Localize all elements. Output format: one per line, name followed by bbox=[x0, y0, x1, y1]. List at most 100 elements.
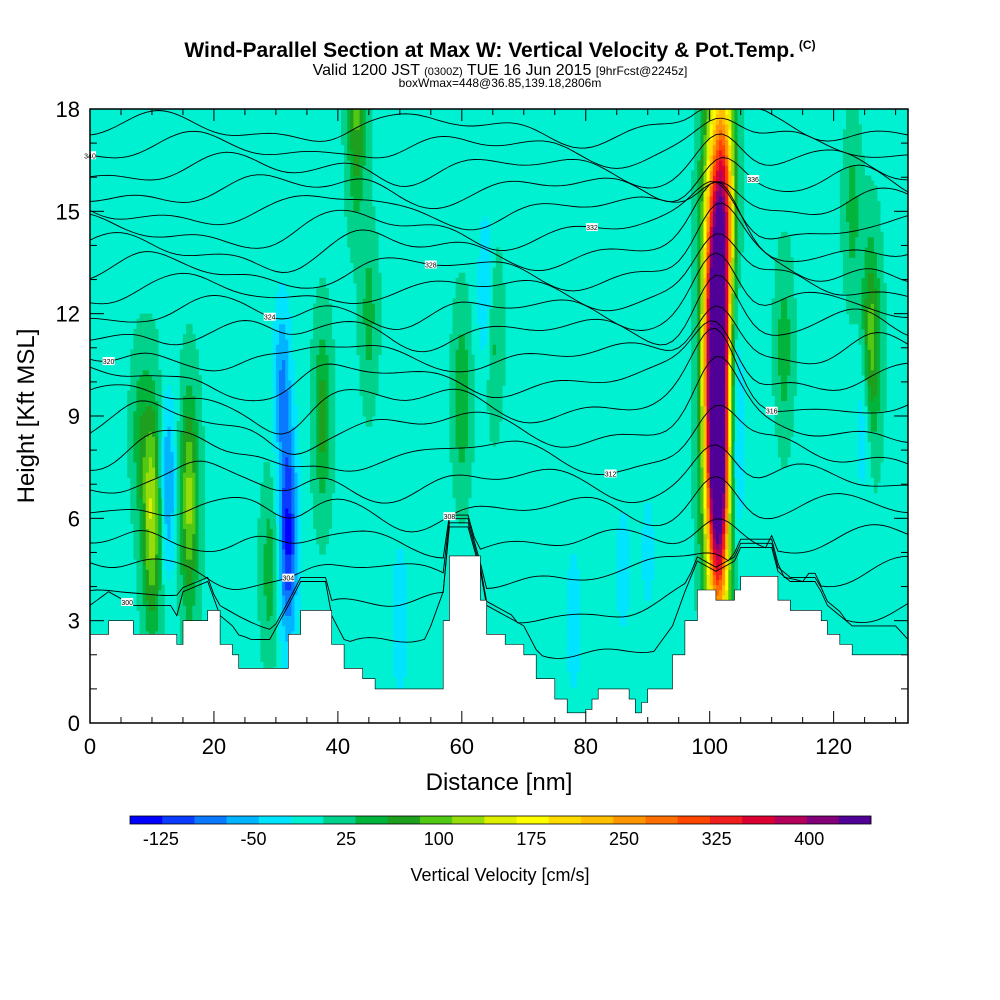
field-cell bbox=[697, 114, 701, 120]
field-cell bbox=[449, 436, 453, 442]
field-cell bbox=[319, 385, 323, 391]
field-cell bbox=[139, 482, 144, 489]
field-cell bbox=[158, 620, 162, 627]
field-cell bbox=[158, 564, 162, 570]
field-cell bbox=[297, 508, 302, 514]
field-cell bbox=[173, 446, 178, 453]
field-cell bbox=[722, 344, 726, 350]
field-cell bbox=[136, 364, 140, 371]
field-cell bbox=[468, 303, 472, 309]
field-cell bbox=[319, 462, 323, 468]
field-cell bbox=[350, 180, 354, 187]
field-cell bbox=[356, 170, 360, 176]
field-cell bbox=[282, 446, 286, 453]
field-cell bbox=[161, 441, 165, 448]
field-cell bbox=[297, 477, 302, 483]
field-cell bbox=[715, 426, 720, 432]
field-cell bbox=[709, 472, 714, 478]
field-cell bbox=[263, 554, 268, 560]
field-cell bbox=[272, 564, 277, 570]
field-cell bbox=[718, 329, 723, 335]
field-cell bbox=[697, 477, 701, 483]
field-cell bbox=[291, 620, 295, 627]
field-cell bbox=[694, 584, 698, 591]
field-cell bbox=[365, 160, 370, 166]
field-cell bbox=[145, 446, 150, 453]
field-cell bbox=[136, 487, 140, 494]
field-cell bbox=[155, 431, 159, 437]
field-cell bbox=[139, 528, 144, 535]
field-cell bbox=[694, 155, 698, 161]
field-cell bbox=[347, 109, 351, 115]
field-cell bbox=[492, 375, 497, 381]
field-cell bbox=[272, 390, 277, 396]
field-cell bbox=[145, 410, 150, 417]
field-cell bbox=[313, 390, 317, 396]
field-cell bbox=[288, 533, 292, 540]
field-cell bbox=[706, 195, 711, 202]
field-cell bbox=[322, 446, 326, 453]
field-cell bbox=[368, 119, 373, 125]
field-cell bbox=[272, 605, 277, 611]
field-cell bbox=[198, 472, 202, 478]
field-cell bbox=[151, 523, 156, 529]
field-cell bbox=[396, 630, 401, 637]
field-cell bbox=[164, 446, 168, 453]
field-cell bbox=[161, 605, 165, 611]
field-cell bbox=[313, 375, 317, 381]
field-cell bbox=[189, 405, 193, 412]
field-cell bbox=[313, 303, 317, 309]
field-cell bbox=[356, 267, 360, 274]
field-cell bbox=[313, 508, 317, 514]
field-cell bbox=[291, 405, 295, 412]
field-cell bbox=[309, 467, 314, 473]
field-cell bbox=[148, 446, 153, 453]
field-cell bbox=[282, 288, 286, 294]
field-cell bbox=[279, 298, 283, 304]
field-cell bbox=[365, 242, 370, 248]
field-cell bbox=[294, 446, 298, 453]
field-cell bbox=[709, 160, 714, 166]
field-cell bbox=[703, 109, 707, 115]
field-cell bbox=[288, 344, 292, 350]
field-cell bbox=[313, 523, 317, 529]
field-cell bbox=[722, 523, 726, 529]
field-cell bbox=[458, 497, 463, 504]
field-cell bbox=[359, 109, 364, 115]
field-cell bbox=[155, 538, 159, 545]
field-cell bbox=[285, 426, 289, 432]
field-cell bbox=[164, 462, 168, 468]
field-cell bbox=[294, 416, 298, 422]
field-cell bbox=[347, 216, 351, 222]
field-cell bbox=[161, 482, 165, 489]
field-cell bbox=[282, 615, 286, 622]
field-cell bbox=[161, 467, 165, 473]
field-cell bbox=[715, 589, 720, 596]
field-cell bbox=[328, 456, 333, 463]
field-cell bbox=[715, 221, 720, 228]
field-cell bbox=[260, 554, 264, 560]
field-cell bbox=[715, 293, 720, 299]
field-cell bbox=[285, 451, 289, 458]
field-cell bbox=[362, 170, 367, 176]
field-cell bbox=[703, 405, 707, 412]
field-cell bbox=[458, 390, 463, 396]
field-cell bbox=[170, 436, 175, 442]
field-cell bbox=[269, 615, 274, 622]
field-cell bbox=[694, 405, 698, 412]
field-cell bbox=[133, 446, 137, 453]
field-cell bbox=[189, 436, 193, 442]
field-cell bbox=[495, 303, 500, 309]
field-cell bbox=[294, 610, 298, 616]
field-cell bbox=[396, 569, 401, 576]
field-cell bbox=[272, 559, 277, 565]
field-cell bbox=[127, 405, 131, 412]
field-cell bbox=[282, 380, 286, 386]
field-cell bbox=[715, 456, 720, 463]
field-cell bbox=[718, 195, 723, 202]
field-cell bbox=[353, 129, 357, 135]
field-cell bbox=[356, 134, 360, 141]
field-cell bbox=[285, 400, 289, 407]
field-cell bbox=[130, 364, 134, 371]
field-cell bbox=[458, 359, 463, 366]
